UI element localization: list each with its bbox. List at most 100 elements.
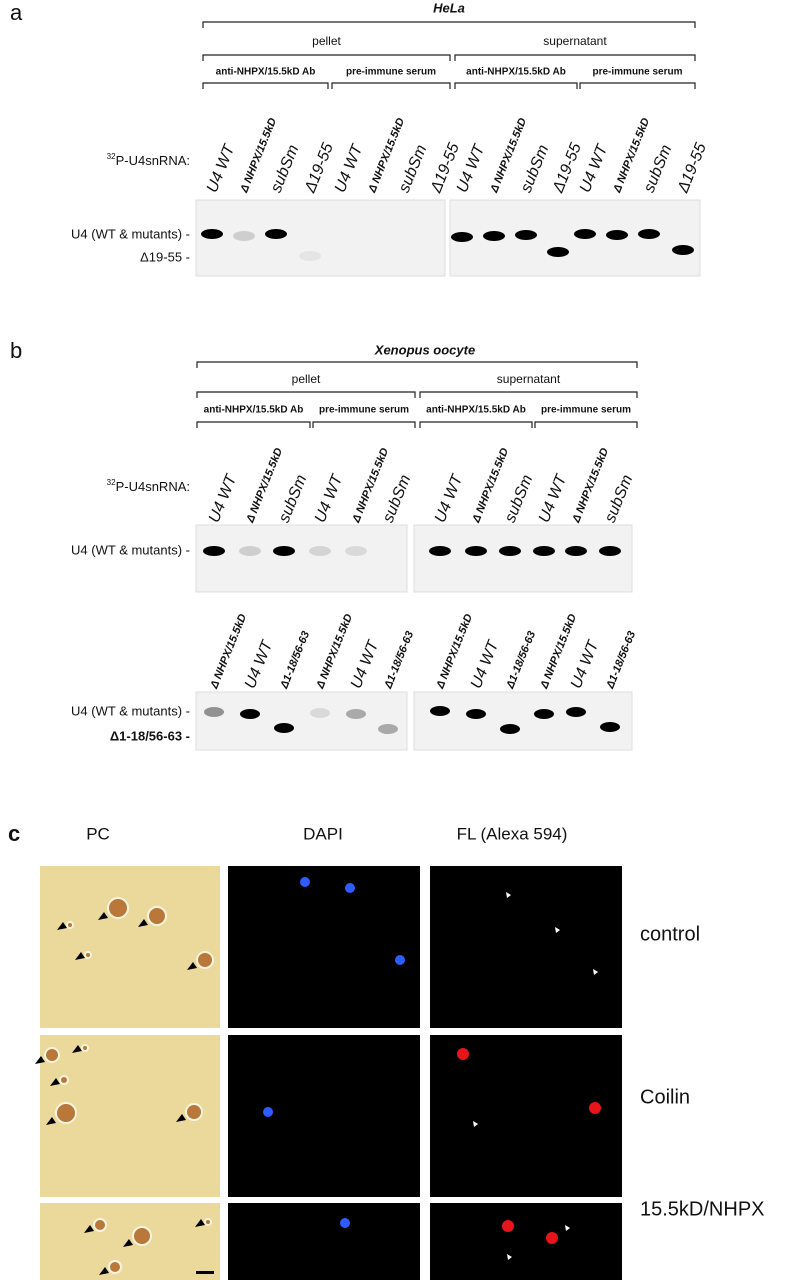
band <box>346 709 366 719</box>
arrowhead <box>35 1056 45 1064</box>
bracket <box>534 421 638 428</box>
lane-label: subSm <box>502 473 536 526</box>
cell <box>55 1102 77 1124</box>
band <box>499 546 521 556</box>
cell <box>185 1103 203 1121</box>
bracket <box>196 361 638 368</box>
blot <box>195 691 408 751</box>
band <box>672 245 694 255</box>
fluorescence-image <box>228 866 420 1028</box>
blot <box>449 199 701 277</box>
lane-label: Δ1-18/56-63 <box>278 630 312 692</box>
condition-label: anti-NHPX/15.5kD Ab <box>466 67 566 78</box>
band <box>204 707 224 717</box>
cell <box>132 1226 152 1246</box>
cell <box>44 1047 60 1063</box>
blot <box>195 199 446 277</box>
group-label: pellet <box>312 34 341 48</box>
arrowhead <box>507 1254 512 1260</box>
band <box>600 722 620 732</box>
band <box>240 709 260 719</box>
band <box>638 229 660 239</box>
fluorescence-image <box>228 1035 420 1197</box>
band <box>483 231 505 241</box>
lane-label: subSm <box>380 473 414 526</box>
arrowhead <box>98 912 108 920</box>
fluorescence-image <box>430 866 622 1028</box>
group-label: supernatant <box>543 34 607 48</box>
arrowhead <box>123 1239 133 1247</box>
arrowhead <box>555 927 560 933</box>
band <box>378 724 398 734</box>
lane-label: U4 WT <box>348 637 383 691</box>
cell <box>81 1044 89 1052</box>
column-label: PC <box>86 824 110 843</box>
cell <box>66 921 74 929</box>
arrowhead <box>57 922 67 930</box>
condition-label: anti-NHPX/15.5kD Ab <box>426 405 526 416</box>
panel-label: b <box>10 338 22 363</box>
bracket <box>312 421 416 428</box>
lane-label: Δ NHPX/15.5kD <box>434 612 475 691</box>
bracket <box>579 82 696 89</box>
cell <box>196 951 214 969</box>
lane-label: U4 WT <box>568 637 603 691</box>
cell <box>108 1260 122 1274</box>
group-label: supernatant <box>497 372 561 386</box>
band <box>534 709 554 719</box>
lane-label: Δ19-55 <box>674 141 710 196</box>
band <box>201 229 223 239</box>
isotope: 32 <box>107 152 116 161</box>
condition-label: anti-NHPX/15.5kD Ab <box>216 67 316 78</box>
bracket <box>419 391 638 398</box>
lane-label: Δ1-18/56-63 <box>504 630 538 692</box>
arrowhead <box>138 919 148 927</box>
band <box>565 546 587 556</box>
band <box>547 247 569 257</box>
band <box>309 546 331 556</box>
probe-name: P-U4snRNA: <box>116 153 190 168</box>
arrowhead <box>195 1219 205 1227</box>
scale-bar <box>196 1271 214 1274</box>
arrowhead <box>75 952 85 960</box>
bracket <box>196 421 311 428</box>
row-label: 15.5kD/NHPX <box>640 1198 765 1220</box>
lane-label: subSm <box>276 473 310 526</box>
nucleus <box>589 1102 601 1114</box>
band <box>466 709 486 719</box>
fluorescence-image <box>228 1203 420 1280</box>
bracket <box>331 82 451 89</box>
condition-label: pre-immune serum <box>541 405 631 416</box>
row-label: U4 (WT & mutants) - <box>71 703 190 718</box>
band <box>599 546 621 556</box>
panel-label: a <box>10 0 23 25</box>
bracket <box>454 82 578 89</box>
arrowhead <box>187 962 197 970</box>
nucleus <box>502 1220 514 1232</box>
bracket <box>202 82 329 89</box>
band <box>429 546 451 556</box>
group-label: pellet <box>292 372 321 386</box>
band <box>533 546 555 556</box>
condition-label: pre-immune serum <box>592 67 682 78</box>
nucleus <box>300 877 310 887</box>
fluorescence-image <box>430 1203 622 1280</box>
condition-label: pre-immune serum <box>346 67 436 78</box>
band <box>274 723 294 733</box>
arrowhead <box>473 1121 478 1127</box>
lane-label: U4 WT <box>432 471 467 525</box>
lane-label: subSm <box>518 143 552 196</box>
band <box>465 546 487 556</box>
lane-label: Δ1-18/56-63 <box>604 630 638 692</box>
cell <box>147 906 167 926</box>
isotope: 32 <box>107 478 116 487</box>
lane-label: U4 WT <box>242 637 277 691</box>
lane-label: Δ1-18/56-63 <box>382 630 416 692</box>
band <box>203 546 225 556</box>
cell <box>84 951 92 959</box>
lane-label: subSm <box>602 473 636 526</box>
lane-label: U4 WT <box>536 471 571 525</box>
band <box>500 724 520 734</box>
cell <box>204 1218 212 1226</box>
band <box>566 707 586 717</box>
